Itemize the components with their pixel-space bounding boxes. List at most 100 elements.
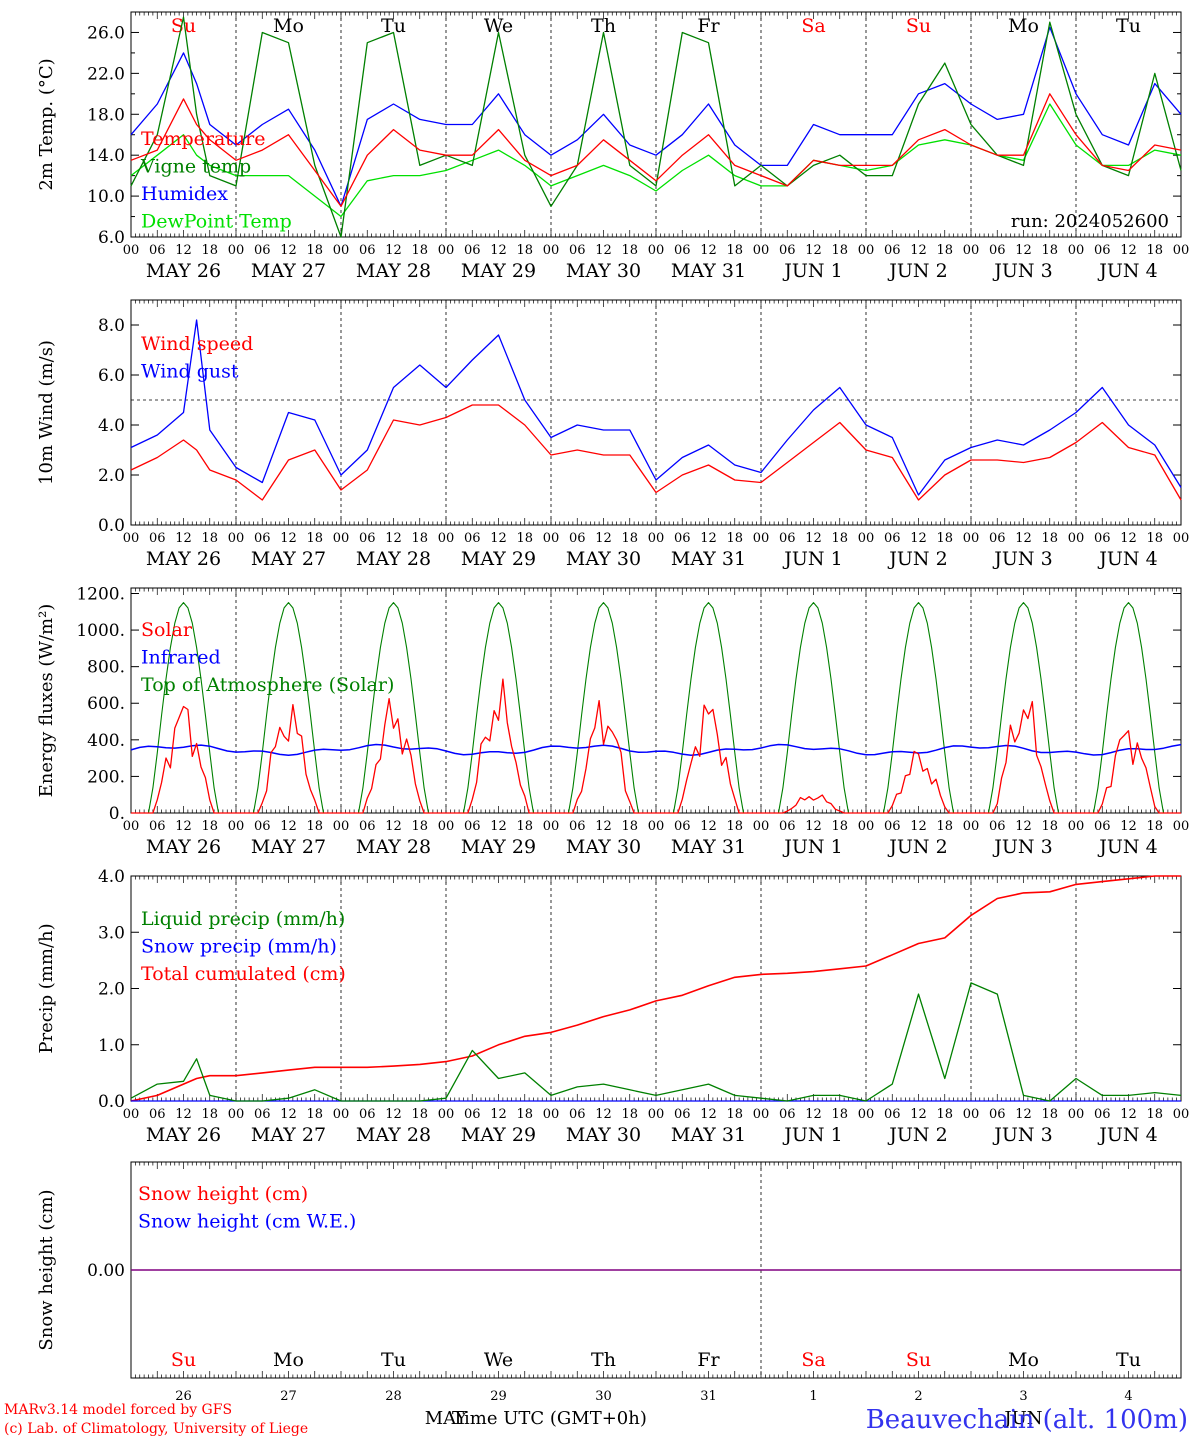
y-tick-label: 6.0 — [98, 228, 125, 248]
hour-label: 06 — [1094, 243, 1111, 258]
hour-label: 12 — [490, 243, 507, 258]
y-tick-label: 0.00 — [87, 1261, 125, 1281]
hour-label: 00 — [648, 1107, 665, 1122]
date-label: JUN 2 — [887, 260, 947, 282]
hour-label: 06 — [884, 531, 901, 546]
hour-label: 06 — [149, 531, 166, 546]
hour-label: 06 — [149, 1107, 166, 1122]
hour-label: 00 — [648, 531, 665, 546]
hour-label: 00 — [858, 1107, 875, 1122]
hour-label: 06 — [254, 531, 271, 546]
hour-label: 06 — [779, 243, 796, 258]
weekday-label: Sa — [801, 1349, 825, 1371]
hour-label: 06 — [884, 1107, 901, 1122]
hour-label: 06 — [674, 243, 691, 258]
weekday-label: Tu — [1116, 15, 1141, 37]
day-number-label: 26 — [175, 1389, 192, 1404]
hour-label: 18 — [516, 1107, 533, 1122]
hour-label: 12 — [1120, 243, 1137, 258]
date-label: MAY 28 — [356, 260, 431, 282]
y-tick-label: 3.0 — [98, 923, 125, 943]
hour-label: 00 — [228, 531, 245, 546]
hour-label: 00 — [1173, 531, 1190, 546]
hour-label: 18 — [621, 1107, 638, 1122]
hour-label: 00 — [963, 243, 980, 258]
hour-label: 12 — [1015, 531, 1032, 546]
y-tick-label: 1000. — [76, 621, 125, 641]
hour-label: 12 — [385, 243, 402, 258]
hour-label: 12 — [175, 531, 192, 546]
hour-label: 18 — [516, 819, 533, 834]
hour-label: 00 — [543, 531, 560, 546]
hour-label: 12 — [490, 1107, 507, 1122]
hour-label: 18 — [201, 819, 218, 834]
hour-label: 00 — [858, 243, 875, 258]
hour-label: 00 — [858, 531, 875, 546]
date-label: MAY 27 — [251, 836, 326, 858]
hour-label: 00 — [1173, 819, 1190, 834]
y-axis-label: Snow height (cm) — [36, 1189, 57, 1350]
hour-label: 06 — [464, 1107, 481, 1122]
date-label: MAY 31 — [671, 260, 746, 282]
date-label: MAY 29 — [461, 1124, 536, 1146]
weekday-label: Tu — [1116, 1349, 1141, 1371]
hour-label: 12 — [1120, 819, 1137, 834]
hour-label: 06 — [149, 243, 166, 258]
hour-label: 12 — [910, 1107, 927, 1122]
hour-label: 06 — [254, 819, 271, 834]
series-line-3 — [130, 26, 1182, 207]
hour-label: 12 — [700, 1107, 717, 1122]
day-number-label: 3 — [1019, 1389, 1027, 1404]
y-tick-label: 8.0 — [98, 316, 125, 336]
y-tick-label: 4.0 — [98, 867, 125, 887]
day-number-label: 30 — [595, 1389, 612, 1404]
weekday-label: We — [484, 1349, 513, 1371]
date-label: JUN 1 — [782, 836, 842, 858]
date-label: MAY 30 — [566, 260, 641, 282]
legend-entry-2: Infrared — [141, 647, 221, 669]
footer-station: Beauvechain (alt. 100m) — [866, 1405, 1188, 1435]
hour-label: 06 — [779, 819, 796, 834]
hour-label: 12 — [1015, 243, 1032, 258]
hour-label: 18 — [831, 1107, 848, 1122]
hour-label: 06 — [674, 531, 691, 546]
hour-label: 06 — [989, 531, 1006, 546]
y-tick-label: 0.0 — [98, 1092, 125, 1112]
hour-label: 00 — [648, 243, 665, 258]
hour-label: 18 — [1146, 243, 1163, 258]
series-line-solar — [131, 678, 1181, 814]
weekday-label: Su — [906, 1349, 931, 1371]
legend-entry-1: Snow height (cm) — [138, 1183, 308, 1205]
hour-label: 18 — [831, 531, 848, 546]
hour-label: 12 — [700, 243, 717, 258]
footer-lab: (c) Lab. of Climatology, University of L… — [4, 1421, 308, 1437]
date-label: MAY 30 — [566, 1124, 641, 1146]
hour-label: 18 — [411, 1107, 428, 1122]
hour-label: 18 — [936, 1107, 953, 1122]
hour-label: 12 — [175, 243, 192, 258]
hour-label: 00 — [123, 531, 140, 546]
date-label: MAY 28 — [356, 836, 431, 858]
hour-label: 18 — [936, 531, 953, 546]
hour-label: 18 — [1041, 819, 1058, 834]
hour-label: 18 — [201, 1107, 218, 1122]
hour-label: 18 — [936, 819, 953, 834]
hour-label: 18 — [1041, 531, 1058, 546]
y-tick-label: 0.0 — [98, 516, 125, 536]
hour-label: 06 — [359, 243, 376, 258]
legend-entry-1: Wind speed — [141, 333, 253, 355]
month-label: JUN — [1002, 1408, 1042, 1429]
y-axis-label: Precip (mm/h) — [36, 923, 57, 1053]
hour-label: 18 — [726, 1107, 743, 1122]
date-label: JUN 1 — [782, 1124, 842, 1146]
weekday-label: Mo — [1008, 1349, 1039, 1371]
legend-entry-2: Wind gust — [141, 361, 239, 383]
hour-label: 06 — [674, 1107, 691, 1122]
hour-label: 12 — [595, 819, 612, 834]
panel-4: 0.0 1.0 2.0 3.0 4.0 Precip (mm/h) 00 06 12 18 MAY … — [36, 867, 1189, 1146]
hour-label: 18 — [306, 819, 323, 834]
hour-label: 18 — [1041, 243, 1058, 258]
legend-entry-2: Snow precip (mm/h) — [141, 936, 337, 958]
hour-label: 00 — [123, 243, 140, 258]
hour-label: 12 — [280, 1107, 297, 1122]
